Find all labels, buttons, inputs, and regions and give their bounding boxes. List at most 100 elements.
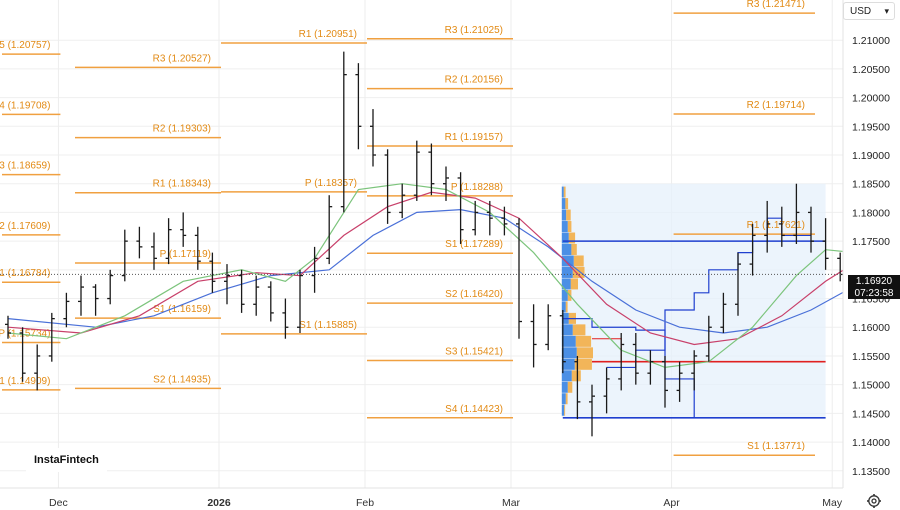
volume-row-right — [571, 370, 581, 382]
ohlc-bar — [749, 223, 756, 276]
brand-logo: InstaFintech — [26, 448, 107, 472]
volume-row-left — [561, 301, 566, 313]
ohlc-bar — [311, 246, 318, 293]
pivot-label: R3 (1.21471) — [747, 0, 805, 10]
ohlc-bar — [486, 200, 493, 236]
volume-row-left — [561, 198, 566, 210]
pivot-label: P (1.15734) — [0, 329, 50, 340]
ohlc-bar — [457, 172, 464, 244]
pivot-levels: R5 (1.20757) R4 (1.19708) R3 (1.18659) R2 (… — [0, 0, 815, 456]
ohlc-bar — [282, 298, 289, 339]
pivot-label: S4 (1.14423) — [445, 404, 503, 415]
ohlc-bar — [19, 327, 26, 382]
ohlc-bar — [618, 332, 625, 391]
pivot-label: R1 (1.19157) — [445, 132, 503, 143]
pivot-label: R1 (1.20951) — [299, 29, 357, 40]
ohlc-bar — [238, 269, 245, 313]
y-tick-label: 1.18000 — [852, 207, 890, 219]
ohlc-bar — [136, 226, 143, 259]
ohlc-bar — [121, 229, 128, 282]
volume-row-left — [561, 266, 573, 278]
x-tick-label: Mar — [502, 497, 521, 509]
volume-row-left — [561, 404, 565, 416]
volume-row-left — [561, 255, 574, 267]
y-tick-label: 1.16000 — [852, 322, 890, 334]
settings-icon[interactable] — [866, 493, 882, 509]
volume-row-left — [561, 221, 568, 233]
ohlc-bars — [5, 51, 844, 437]
x-tick-label: Dec — [49, 497, 68, 509]
y-tick-label: 1.19000 — [852, 150, 890, 162]
volume-row-right — [567, 221, 572, 233]
ohlc-bar — [399, 183, 406, 219]
ohlc-bar — [516, 218, 522, 339]
pivot-label: R5 (1.20757) — [0, 40, 50, 51]
ohlc-bar — [63, 292, 70, 328]
volume-row-left — [561, 324, 573, 336]
ohlc-bar — [559, 310, 566, 374]
volume-row-left — [561, 370, 572, 382]
ohlc-bar — [78, 275, 84, 316]
ohlc-bar — [209, 252, 216, 293]
pivot-label: S1 (1.13771) — [747, 441, 805, 452]
ohlc-bar — [5, 315, 11, 339]
ohlc-bar — [574, 355, 581, 420]
ohlc-bar — [443, 166, 449, 201]
ohlc-bar — [589, 384, 595, 437]
volume-row-right — [568, 232, 576, 244]
volume-row-left — [561, 232, 569, 244]
ohlc-bar — [355, 63, 362, 150]
x-axis-panel — [0, 488, 843, 510]
volume-row-left — [561, 393, 566, 405]
x-tick-label: Feb — [356, 497, 374, 509]
ohlc-bar — [720, 292, 727, 333]
volume-row-right — [567, 381, 573, 393]
y-tick-label: 1.14000 — [852, 437, 890, 449]
currency-selector[interactable]: USD ▾ — [843, 2, 895, 20]
ohlc-bar — [107, 269, 114, 305]
y-tick-label: 1.20500 — [852, 64, 890, 76]
volume-row-left — [561, 335, 576, 347]
ohlc-bar — [253, 275, 260, 316]
ohlc-bar — [632, 332, 639, 385]
volume-row-right — [565, 198, 569, 210]
current-price-value: 1.16920 — [855, 276, 893, 287]
pivot-label: R4 (1.19708) — [0, 100, 50, 111]
pivot-label: R2 (1.20156) — [445, 75, 503, 86]
ohlc-bar — [530, 304, 537, 368]
pivot-label: S2 (1.14935) — [153, 374, 211, 385]
y-tick-label: 1.20000 — [852, 93, 890, 105]
volume-row-right — [573, 255, 584, 267]
currency-label: USD — [850, 5, 872, 17]
x-tick-label: May — [822, 497, 843, 509]
ohlc-bar — [822, 218, 829, 270]
ohlc-bar — [764, 200, 771, 253]
volume-row-right — [564, 404, 566, 416]
volume-profile-rows — [561, 186, 593, 416]
volume-row-left — [561, 358, 575, 370]
ohlc-bar — [691, 350, 698, 391]
ohlc-bar — [778, 206, 785, 247]
ohlc-bar — [151, 232, 157, 270]
pivot-label: R2 (1.17609) — [0, 221, 50, 232]
pivot-label: P (1.17119) — [160, 249, 211, 260]
x-tick-label: 2026 — [207, 497, 231, 509]
pivot-label: R3 (1.21025) — [445, 25, 503, 36]
pivot-label: R3 (1.18659) — [0, 161, 50, 172]
ohlc-bar — [808, 206, 814, 253]
pivot-label: S1 (1.15885) — [299, 320, 357, 331]
countdown-timer: 07:23:58 — [854, 288, 894, 299]
pivot-label: R2 (1.19303) — [153, 124, 211, 135]
volume-row-left — [561, 289, 568, 301]
y-tick-label: 1.15000 — [852, 380, 890, 392]
ohlc-bar — [224, 264, 230, 305]
ohlc-bar — [428, 143, 435, 196]
y-tick-label: 1.14500 — [852, 408, 890, 420]
volume-row-left — [561, 244, 572, 255]
volume-row-right — [576, 347, 593, 359]
x-tick-label: Apr — [663, 497, 680, 509]
ohlc-bar — [297, 269, 303, 333]
ohlc-bar — [340, 51, 347, 213]
